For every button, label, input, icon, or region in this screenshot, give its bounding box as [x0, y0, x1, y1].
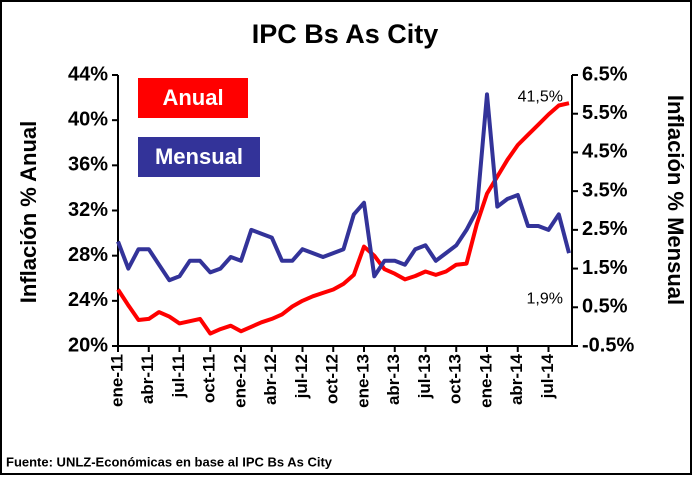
- y-axis-title: Inflación % Anual: [16, 121, 41, 304]
- x-tick-label: oct-11: [200, 354, 219, 403]
- x-tick-label: jul-13: [415, 354, 434, 399]
- chart-title: IPC Bs As City: [252, 19, 439, 49]
- y-tick-label: 44%: [68, 63, 108, 85]
- x-tick-label: oct-13: [446, 354, 465, 404]
- series-line: [116, 92, 571, 283]
- x-tick-label: ene-12: [230, 354, 249, 408]
- x-tick-label: abr-13: [384, 354, 403, 405]
- y2-tick-label: 0.5%: [582, 296, 628, 318]
- source-note: Fuente: UNLZ-Económicas en base al IPC B…: [6, 454, 333, 469]
- y-tick-label: 24%: [68, 289, 108, 311]
- y-tick-label: 20%: [68, 334, 108, 356]
- y2-tick-label: 6.5%: [582, 63, 628, 85]
- y2-tick-label: 4.5%: [582, 141, 628, 163]
- y-tick-label: 28%: [68, 244, 108, 266]
- x-tick-label: ene-14: [476, 353, 495, 407]
- legend-label: Mensual: [155, 144, 243, 169]
- x-tick-label: jul-12: [292, 354, 311, 399]
- y2-tick-label: 5.5%: [582, 102, 628, 124]
- annotation: 41,5%: [518, 88, 563, 105]
- y-tick-label: 40%: [68, 108, 108, 130]
- x-tick-label: ene-11: [107, 354, 126, 407]
- y2-tick-label: 1.5%: [582, 257, 628, 279]
- y2-axis-title: Inflación % Mensual: [663, 95, 688, 305]
- x-tick-label: abr-14: [507, 353, 526, 405]
- annotation: 1,9%: [527, 290, 563, 307]
- legend-box: [138, 137, 260, 177]
- x-tick-label: oct-12: [323, 354, 342, 404]
- x-tick-label: abr-12: [261, 354, 280, 405]
- x-tick-label: ene-13: [353, 354, 372, 408]
- legend-box: [138, 78, 248, 118]
- y-tick-label: 32%: [68, 199, 108, 221]
- y-tick-label: 36%: [68, 154, 108, 176]
- x-tick-label: jul-14: [538, 353, 557, 399]
- x-tick-label: jul-11: [169, 354, 188, 398]
- y2-tick-label: 3.5%: [582, 179, 628, 201]
- y2-tick-label: 2.5%: [582, 218, 628, 240]
- x-tick-label: abr-11: [138, 354, 157, 404]
- legend-label: Anual: [162, 85, 223, 110]
- y2-tick-label: -0.5%: [582, 334, 634, 356]
